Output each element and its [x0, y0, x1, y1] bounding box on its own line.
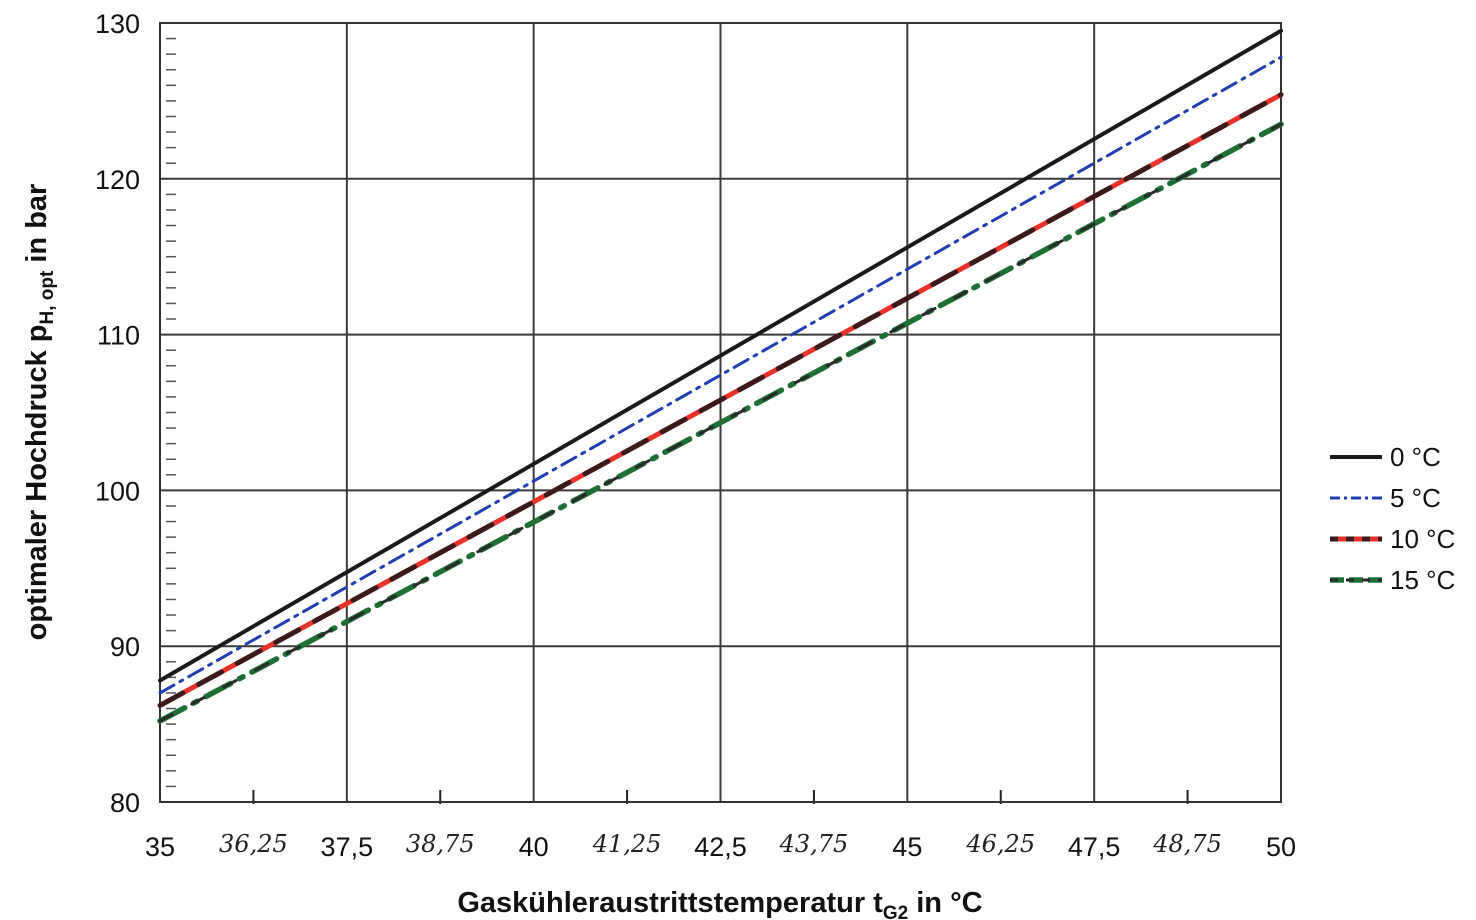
- x-handwritten-label: 43,75: [779, 830, 849, 858]
- x-tick-label: 40: [519, 832, 549, 862]
- legend-label-2: 10 °C: [1390, 524, 1455, 554]
- x-tick-labels: 35 37,5 40 42,5 45 47,5 50: [145, 832, 1296, 862]
- x-handwritten-label: 36,25: [219, 830, 288, 858]
- legend-item-1: 5 °C: [1330, 483, 1441, 513]
- series-layer: [157, 28, 1284, 724]
- series-line-2-stroke-1: [157, 92, 1284, 708]
- series-line-3: [157, 121, 1284, 724]
- x-handwritten-label: 46,25: [965, 830, 1035, 858]
- series-line-1: [158, 55, 1283, 695]
- legend-item-2: 10 °C: [1330, 524, 1455, 554]
- y-tick-label: 120: [95, 165, 140, 195]
- y-tick-label: 100: [95, 476, 140, 506]
- y-tick-label: 110: [97, 321, 140, 351]
- legend-label-1: 5 °C: [1390, 483, 1441, 513]
- y-tick-labels: 80 90 100 110 120 130: [95, 9, 140, 818]
- x-handwritten-label: 38,75: [406, 830, 475, 858]
- x-tick-label: 50: [1266, 832, 1296, 862]
- y-axis-title-main: optimaler Hochdruck p: [21, 325, 53, 641]
- x-axis-title-main: Gaskühleraustrittstemperatur t: [457, 887, 883, 919]
- series-line-0-stroke-0: [158, 28, 1283, 683]
- series-line-1-stroke-0: [158, 55, 1283, 695]
- y-tick-label: 130: [95, 9, 140, 39]
- x-handwritten-label: 41,25: [592, 830, 662, 858]
- legend-label-3: 15 °C: [1390, 565, 1455, 595]
- x-tick-label: 47,5: [1068, 832, 1121, 862]
- legend-item-3: 15 °C: [1330, 565, 1455, 595]
- plot-area: [159, 22, 1282, 803]
- x-tick-label: 45: [892, 832, 922, 862]
- x-tick-label: 42,5: [694, 832, 747, 862]
- y-tick-label: 80: [110, 788, 140, 818]
- y-tick-label: 90: [110, 632, 140, 662]
- x-tick-label: 37,5: [321, 832, 374, 862]
- legend-label-0: 0 °C: [1390, 442, 1441, 472]
- y-axis-title-sub: H, opt: [37, 270, 58, 324]
- x-axis-title-unit: in °C: [908, 887, 982, 919]
- grid: [159, 22, 1282, 803]
- y-axis-title-unit: in bar: [21, 184, 53, 271]
- series-line-2: [157, 92, 1284, 708]
- x-axis-title-sub: G2: [883, 903, 908, 920]
- x-tick-label: 35: [145, 832, 175, 862]
- legend-item-0: 0 °C: [1330, 442, 1441, 472]
- x-axis-title: Gaskühleraustrittstemperatur tG2 in °C: [457, 887, 982, 920]
- series-line-0: [158, 28, 1283, 683]
- x-handwritten-label: 48,75: [1152, 830, 1222, 858]
- series-line-3-stroke-1: [158, 122, 1283, 723]
- x-handwritten-labels: 36,25 38,75 41,25 43,75 46,25 48,75: [219, 830, 1222, 858]
- minor-ticks: [166, 37, 1189, 804]
- legend: 0 °C 5 °C 10 °C 15 °C: [1330, 442, 1455, 595]
- y-axis-title: optimaler Hochdruck pH, opt in bar: [21, 184, 58, 641]
